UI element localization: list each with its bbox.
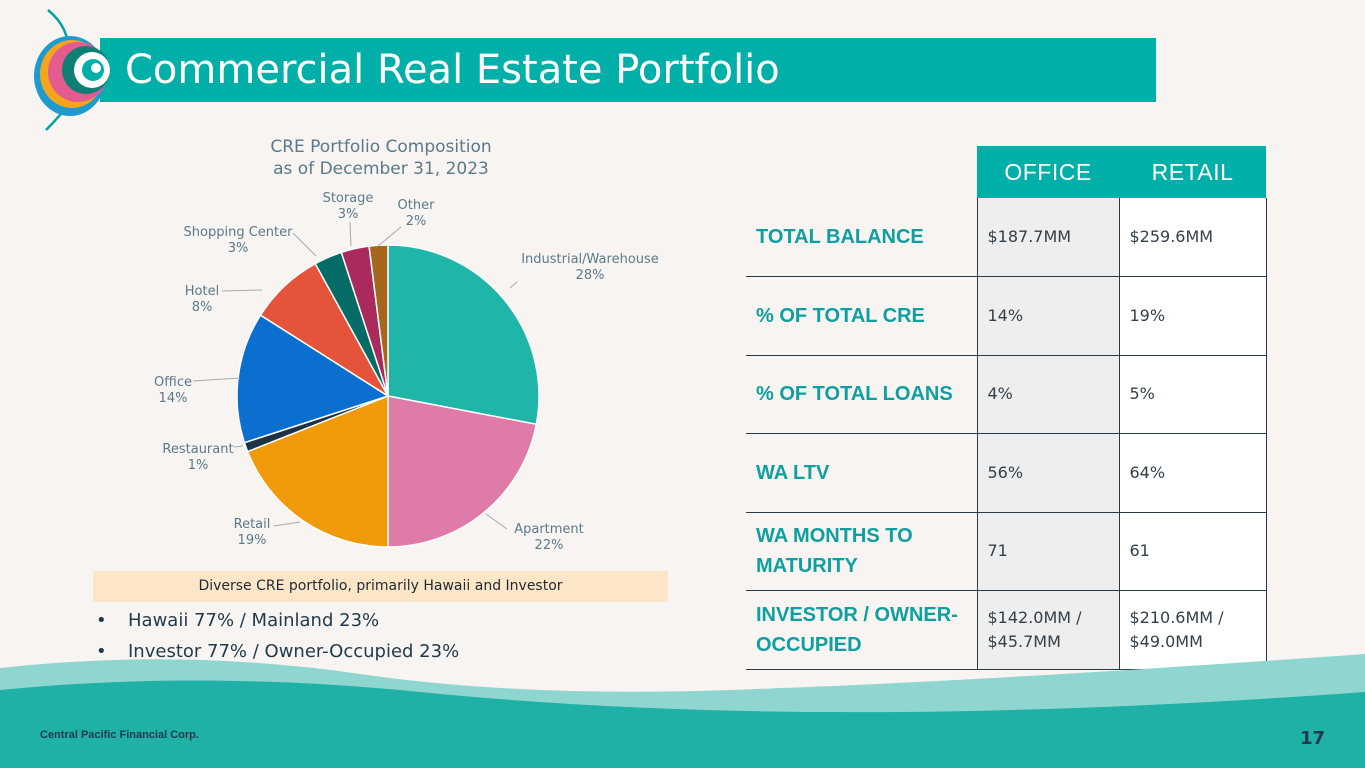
row-header: INVESTOR / OWNER-OCCUPIED <box>746 590 977 670</box>
leader-line <box>509 281 518 289</box>
retail-value: 64% <box>1119 433 1267 513</box>
bullet-item: Investor 77% / Owner-Occupied 23% <box>96 639 459 670</box>
table-corner <box>746 146 977 198</box>
table-row: % OF TOTAL LOANS 4% 5% <box>746 355 1267 434</box>
slice-label: Industrial/Warehouse 28% <box>521 252 659 283</box>
slice-value-label: 14% <box>159 391 188 406</box>
retail-value: $259.6MM <box>1119 198 1267 277</box>
retail-value: 19% <box>1119 276 1267 356</box>
table-header-row: OFFICE RETAIL <box>746 146 1266 198</box>
footer-waves <box>0 654 1365 768</box>
chart-title-line-1: CRE Portfolio Composition <box>270 137 492 157</box>
slice-category-label: Storage <box>323 191 374 206</box>
pie-slice-office <box>236 314 390 444</box>
slice-category-label: Industrial/Warehouse <box>521 252 659 267</box>
retail-value: $210.6MM / $49.0MM <box>1119 590 1267 670</box>
column-header-retail: RETAIL <box>1119 146 1266 198</box>
slice-label: Hotel 8% <box>185 284 219 315</box>
retail-value: 61 <box>1119 512 1267 591</box>
pie-chart: Industrial/Warehouse 28% Apartment 22% Retai… <box>154 191 659 553</box>
leader-line <box>485 513 508 530</box>
pie-slice-industrial-warehouse <box>387 244 540 426</box>
office-value: 14% <box>976 276 1120 356</box>
leader-line <box>349 221 352 247</box>
leader-line <box>273 521 301 527</box>
slice-category-label: Restaurant <box>162 442 233 457</box>
company-name: Central Pacific Financial Corp. <box>40 729 199 741</box>
title-bar <box>100 38 1156 102</box>
slice-category-label: Apartment <box>514 522 584 537</box>
table-row: TOTAL BALANCE $187.7MM $259.6MM <box>746 198 1267 277</box>
leader-line <box>221 289 263 292</box>
table-row: WA MONTHS TO MATURITY 71 61 <box>746 512 1267 591</box>
slice-value-label: 3% <box>228 241 249 256</box>
office-value: 56% <box>976 433 1120 513</box>
leader-line <box>192 377 241 382</box>
row-header: % OF TOTAL CRE <box>746 276 977 356</box>
row-header: % OF TOTAL LOANS <box>746 355 977 434</box>
slice-label: Shopping Center 3% <box>184 225 294 256</box>
leader-line <box>377 226 402 247</box>
page-title: Commercial Real Estate Portfolio <box>125 47 780 93</box>
slice-value-label: 22% <box>535 538 564 553</box>
slice-category-label: Shopping Center <box>184 225 294 240</box>
table-row: INVESTOR / OWNER-OCCUPIED $142.0MM / $45… <box>746 590 1267 670</box>
leader-line <box>292 232 317 257</box>
table-row: % OF TOTAL CRE 14% 19% <box>746 276 1267 356</box>
office-value: 71 <box>976 512 1120 591</box>
leader-line <box>233 445 244 448</box>
bullet-list: Hawaii 77% / Mainland 23% Investor 77% /… <box>96 608 459 670</box>
office-value: $187.7MM <box>976 198 1120 277</box>
slice-label: Retail 19% <box>234 517 271 548</box>
retail-value: 5% <box>1119 355 1267 434</box>
office-value: $142.0MM / $45.7MM <box>976 590 1120 670</box>
slice-category-label: Other <box>398 198 436 213</box>
slice-value-label: 2% <box>406 214 427 229</box>
pie-slice-apartment <box>387 395 538 548</box>
slice-value-label: 3% <box>338 207 359 222</box>
chart-title-line-2: as of December 31, 2023 <box>273 159 489 179</box>
slice-label: Restaurant 1% <box>162 442 233 473</box>
pie-slice-retail <box>246 394 389 548</box>
office-retail-table: OFFICE RETAIL TOTAL BALANCE $187.7MM $25… <box>746 146 1267 670</box>
slice-value-label: 28% <box>576 268 605 283</box>
slice-value-label: 19% <box>238 533 267 548</box>
slice-category-label: Retail <box>234 517 271 532</box>
row-header: TOTAL BALANCE <box>746 198 977 277</box>
portfolio-banner: Diverse CRE portfolio, primarily Hawaii … <box>93 571 668 602</box>
slice-value-label: 1% <box>188 458 209 473</box>
slice-category-label: Office <box>154 375 192 390</box>
page-number: 17 <box>1299 728 1325 749</box>
office-value: 4% <box>976 355 1120 434</box>
row-header: WA LTV <box>746 433 977 513</box>
slice-label: Apartment 22% <box>514 522 584 553</box>
table-row: WA LTV 56% 64% <box>746 433 1267 513</box>
column-header-office: OFFICE <box>977 146 1119 198</box>
slice-value-label: 8% <box>192 300 213 315</box>
row-header: WA MONTHS TO MATURITY <box>746 512 977 591</box>
slice-label: Other 2% <box>398 198 436 229</box>
slice-category-label: Hotel <box>185 284 219 299</box>
slice-label: Storage 3% <box>323 191 374 222</box>
chart-title: CRE Portfolio Composition as of December… <box>240 136 522 180</box>
slice-label: Office 14% <box>154 375 192 406</box>
bullet-item: Hawaii 77% / Mainland 23% <box>96 608 459 639</box>
company-logo-icon <box>30 8 120 137</box>
